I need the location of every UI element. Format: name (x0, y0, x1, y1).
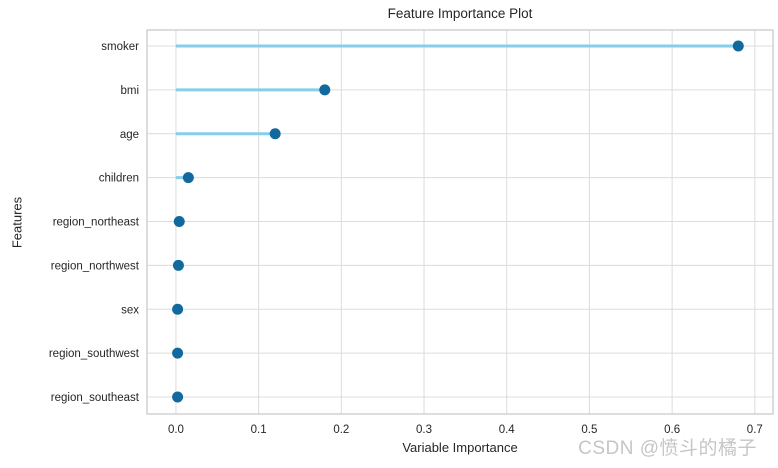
y-tick-label: region_northeast (53, 217, 140, 229)
data-point (269, 128, 281, 140)
data-point (172, 259, 184, 271)
x-axis-label: Variable Importance (402, 440, 518, 455)
y-axis-label: Features (9, 196, 25, 249)
y-tick-label: region_northwest (51, 260, 140, 272)
y-tick-label: region_southeast (51, 392, 140, 404)
data-point (173, 216, 185, 227)
y-tick-label: age (120, 129, 139, 141)
data-point (172, 347, 184, 359)
x-tick-label: 0.3 (416, 424, 432, 436)
data-point (319, 84, 331, 96)
x-tick-label: 0.1 (251, 424, 267, 436)
y-tick-label: region_southwest (49, 348, 140, 360)
plot-frame (146, 29, 774, 415)
x-tick-label: 0.7 (747, 424, 763, 436)
x-tick-label: 0.4 (499, 424, 516, 436)
x-tick-label: 0.2 (333, 424, 349, 436)
y-tick-label: sex (121, 304, 139, 316)
watermark-text: CSDN @愤斗的橘子 (578, 438, 757, 459)
data-point (182, 172, 194, 184)
data-point (172, 391, 184, 403)
y-tick-label: smoker (101, 41, 139, 53)
data-point (732, 40, 744, 52)
y-tick-label: children (99, 173, 139, 185)
x-tick-label: 0.0 (168, 424, 184, 436)
chart-title: Feature Importance Plot (387, 6, 533, 21)
x-tick-label: 0.6 (664, 424, 680, 436)
y-tick-label: bmi (120, 85, 139, 97)
data-point (172, 303, 184, 315)
x-tick-label: 0.5 (581, 424, 597, 436)
